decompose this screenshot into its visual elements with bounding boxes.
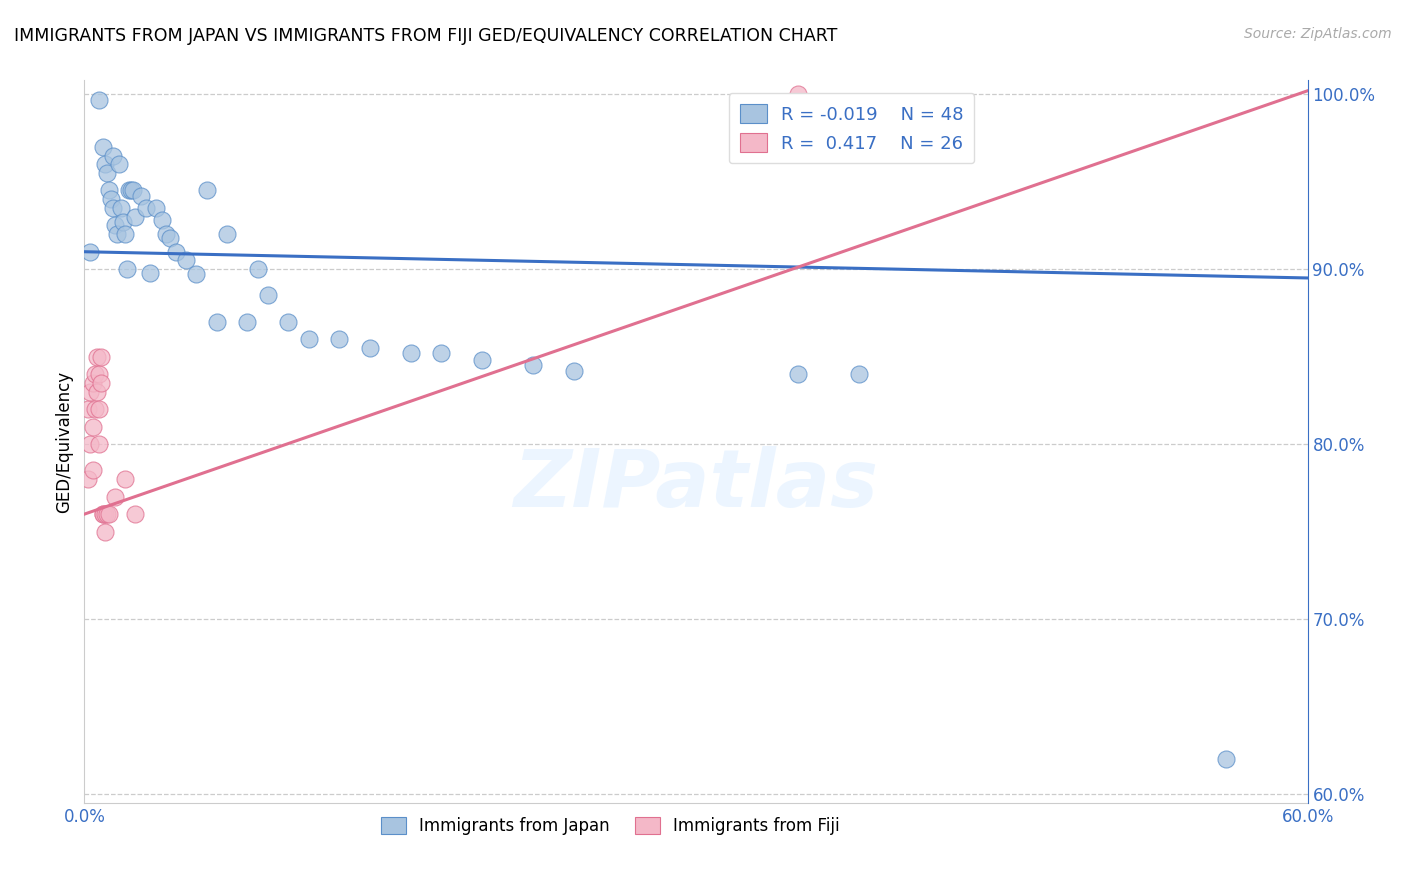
Point xyxy=(105,227,128,242)
Point xyxy=(96,166,118,180)
Point xyxy=(100,192,122,206)
Point xyxy=(277,315,299,329)
Point xyxy=(122,184,145,198)
Point xyxy=(562,364,585,378)
Point xyxy=(195,184,218,198)
Point xyxy=(77,472,100,486)
Point xyxy=(97,184,120,198)
Text: Source: ZipAtlas.com: Source: ZipAtlas.com xyxy=(1244,27,1392,41)
Point xyxy=(135,201,157,215)
Point xyxy=(82,463,104,477)
Point xyxy=(93,507,115,521)
Point xyxy=(87,437,110,451)
Point xyxy=(131,188,153,202)
Point xyxy=(430,346,453,360)
Point xyxy=(87,93,110,107)
Point xyxy=(104,490,127,504)
Point xyxy=(114,472,136,486)
Point xyxy=(91,140,114,154)
Point xyxy=(138,266,160,280)
Point xyxy=(257,288,280,302)
Point xyxy=(79,244,101,259)
Point xyxy=(79,437,101,451)
Point xyxy=(165,244,187,259)
Point xyxy=(93,524,115,539)
Point xyxy=(124,210,146,224)
Text: ZIPatlas: ZIPatlas xyxy=(513,446,879,524)
Point xyxy=(101,201,124,215)
Point xyxy=(246,262,269,277)
Point xyxy=(205,315,228,329)
Point xyxy=(787,367,810,381)
Point xyxy=(155,227,177,242)
Text: IMMIGRANTS FROM JAPAN VS IMMIGRANTS FROM FIJI GED/EQUIVALENCY CORRELATION CHART: IMMIGRANTS FROM JAPAN VS IMMIGRANTS FROM… xyxy=(14,27,838,45)
Point xyxy=(93,157,115,171)
Point xyxy=(174,253,197,268)
Point xyxy=(236,315,259,329)
Point xyxy=(150,213,173,227)
Y-axis label: GED/Equivalency: GED/Equivalency xyxy=(55,370,73,513)
Point xyxy=(399,346,422,360)
Point xyxy=(96,507,118,521)
Point xyxy=(112,215,135,229)
Point xyxy=(1215,752,1237,766)
Point xyxy=(159,231,181,245)
Point xyxy=(97,507,120,521)
Point xyxy=(87,402,110,417)
Point xyxy=(118,184,141,198)
Point xyxy=(115,262,138,277)
Point xyxy=(82,376,104,390)
Point xyxy=(91,507,114,521)
Point xyxy=(83,367,105,381)
Point xyxy=(124,507,146,521)
Point xyxy=(82,419,104,434)
Legend: Immigrants from Japan, Immigrants from Fiji: Immigrants from Japan, Immigrants from F… xyxy=(374,810,846,841)
Point xyxy=(77,402,100,417)
Point xyxy=(217,227,239,242)
Point xyxy=(91,507,114,521)
Point xyxy=(120,184,142,198)
Point xyxy=(101,148,124,162)
Point xyxy=(104,219,127,233)
Point xyxy=(114,227,136,242)
Point xyxy=(359,341,381,355)
Point xyxy=(79,384,101,399)
Point xyxy=(86,350,108,364)
Point xyxy=(145,201,167,215)
Point xyxy=(522,359,544,373)
Point xyxy=(186,268,208,282)
Point xyxy=(110,201,132,215)
Point xyxy=(86,384,108,399)
Point xyxy=(848,367,870,381)
Point xyxy=(83,402,105,417)
Point xyxy=(471,353,494,368)
Point xyxy=(298,332,321,346)
Point xyxy=(87,367,110,381)
Point xyxy=(90,376,112,390)
Point xyxy=(90,350,112,364)
Point xyxy=(787,87,810,102)
Point xyxy=(328,332,350,346)
Point xyxy=(108,157,131,171)
